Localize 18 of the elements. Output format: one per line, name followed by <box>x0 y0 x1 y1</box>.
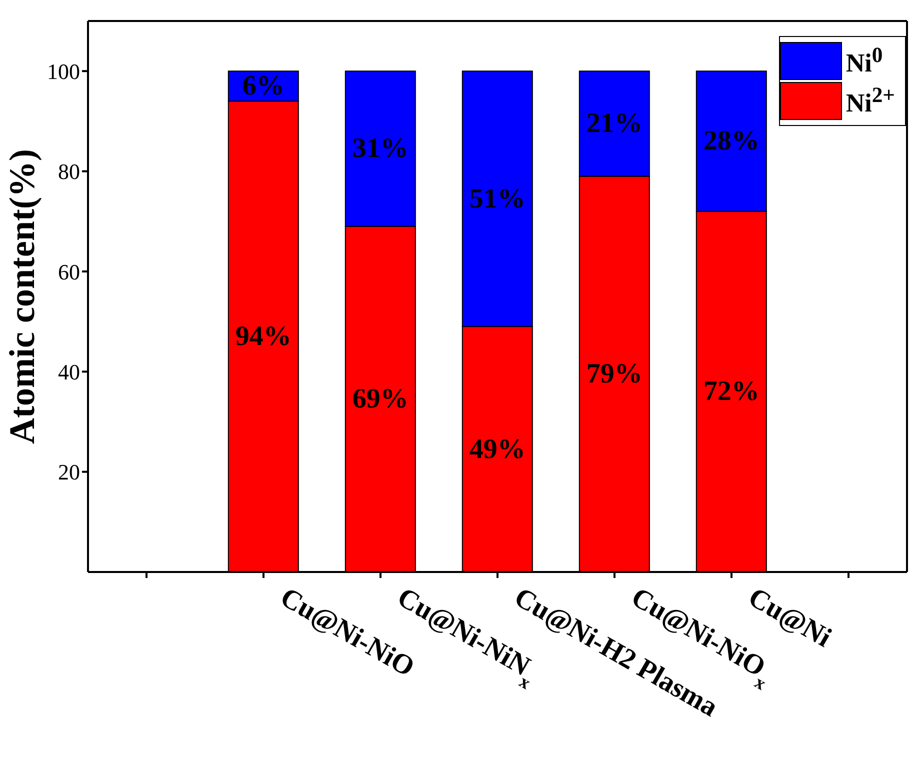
y-axis-title: Atomic content(%) <box>2 149 42 444</box>
y-tick-label: 40 <box>58 359 80 384</box>
y-tick-label: 60 <box>58 259 80 284</box>
legend-label: Ni$^{2+}$ <box>846 83 895 119</box>
data-label: 72% <box>703 376 760 408</box>
data-label: 6% <box>242 70 284 102</box>
y-tick-label: 100 <box>47 58 80 84</box>
data-label: 69% <box>352 384 408 415</box>
y-tick-label: 20 <box>58 460 80 485</box>
data-label: 21% <box>586 108 642 140</box>
data-label: 79% <box>586 358 642 390</box>
data-label: 28% <box>703 126 760 157</box>
y-tick-label: 80 <box>58 159 80 184</box>
data-label: 31% <box>352 133 408 164</box>
data-label: 49% <box>469 434 526 465</box>
legend-label: Ni$^{0}$ <box>846 43 883 79</box>
data-label: 94% <box>235 321 292 352</box>
data-label: 51% <box>469 183 526 214</box>
